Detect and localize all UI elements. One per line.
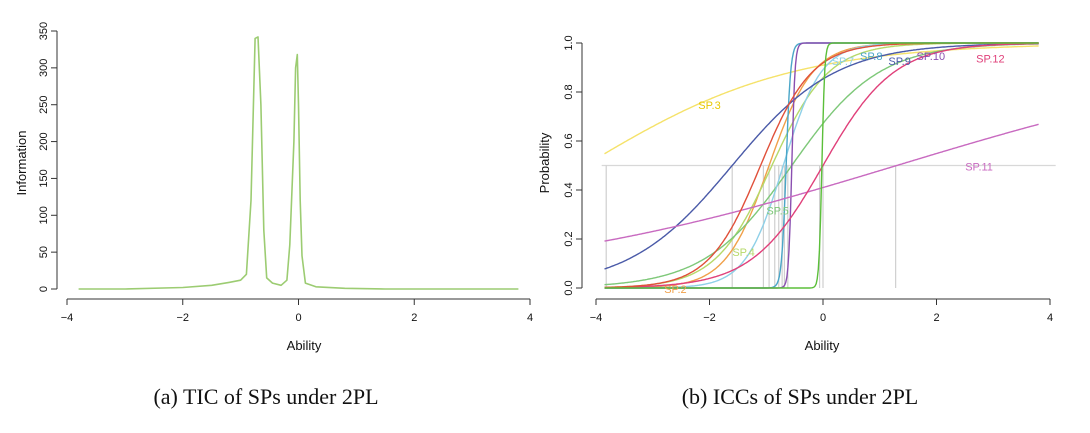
tic-y-tick-label: 350 [38, 22, 50, 40]
tic-x-axis-label: Ability [287, 338, 322, 353]
tic-x-tick-label: 0 [295, 312, 301, 324]
icc-series-label: SP.3 [698, 100, 720, 112]
icc-series-labels: SP.2 SP.3 SP.4 SP.5 SP.7 SP.8 SP.9 SP.10 SP.11 SP… [664, 51, 1004, 296]
tic-axes [51, 30, 531, 305]
tic-y-tick-label: 0 [38, 286, 50, 292]
icc-series-label: SP.2 [664, 284, 686, 296]
icc-x-axis-label: Ability [805, 338, 840, 353]
tic-x-tick-label: 2 [411, 312, 417, 324]
tic-y-tick-label: 250 [38, 96, 50, 114]
tic-y-axis-label: Information [14, 130, 29, 195]
icc-caption: (b) ICCs of SPs under 2PL [682, 384, 919, 409]
icc-x-tick-label: 0 [820, 312, 826, 324]
tic-y-tick-label: 300 [38, 59, 50, 77]
icc-axes [576, 42, 1051, 305]
icc-series-label: SP.7 [832, 56, 854, 68]
tic-chart: −4 −2 0 2 4 0 50 100 150 200 250 300 350 Ability Inf… [14, 22, 533, 409]
icc-series [604, 42, 1039, 289]
icc-y-tick-label: 1.0 [563, 35, 575, 50]
icc-reference-lines [601, 164, 1056, 288]
icc-y-axis-label: Probability [537, 132, 552, 193]
icc-series-line [604, 45, 1039, 155]
icc-y-tick-label: 0.4 [563, 182, 575, 197]
icc-y-tick-label: 0.0 [563, 280, 575, 295]
icc-x-tick-label: −4 [590, 312, 603, 324]
tic-x-tick-label: −2 [176, 312, 189, 324]
icc-series-label: SP.5 [766, 206, 788, 218]
icc-series-label: SP.9 [888, 56, 910, 68]
tic-y-tick-label: 100 [38, 206, 50, 224]
icc-y-tick-label: 0.8 [563, 84, 575, 99]
icc-chart: SP.2 SP.3 SP.4 SP.5 SP.7 SP.8 SP.9 SP.10 SP.11 SP… [537, 35, 1056, 409]
icc-series-line [604, 42, 1039, 289]
icc-series-label: SP.4 [732, 247, 754, 259]
tic-y-tick-label: 200 [38, 132, 50, 150]
tic-series [78, 36, 519, 290]
icc-x-tick-label: 4 [1047, 312, 1053, 324]
icc-x-tick-label: −2 [703, 312, 716, 324]
tic-x-tick-label: 4 [527, 312, 533, 324]
tic-tick-labels: −4 −2 0 2 4 0 50 100 150 200 250 300 350 [38, 22, 533, 324]
tic-caption: (a) TIC of SPs under 2PL [153, 384, 378, 409]
icc-series-label: SP.12 [976, 54, 1005, 66]
tic-series-line [78, 36, 519, 290]
tic-x-tick-label: −4 [61, 312, 74, 324]
icc-y-tick-label: 0.2 [563, 231, 575, 246]
icc-y-tick-label: 0.6 [563, 133, 575, 148]
tic-y-tick-label: 50 [38, 246, 50, 258]
tic-y-tick-label: 150 [38, 169, 50, 187]
icc-x-tick-label: 2 [933, 312, 939, 324]
icc-series-label: SP.11 [965, 161, 993, 173]
icc-tick-labels: −4 −2 0 2 4 0.0 0.2 0.4 0.6 0.8 1.0 [563, 35, 1053, 324]
icc-series-label: SP.8 [860, 51, 882, 63]
icc-series-label: SP.10 [917, 51, 946, 63]
